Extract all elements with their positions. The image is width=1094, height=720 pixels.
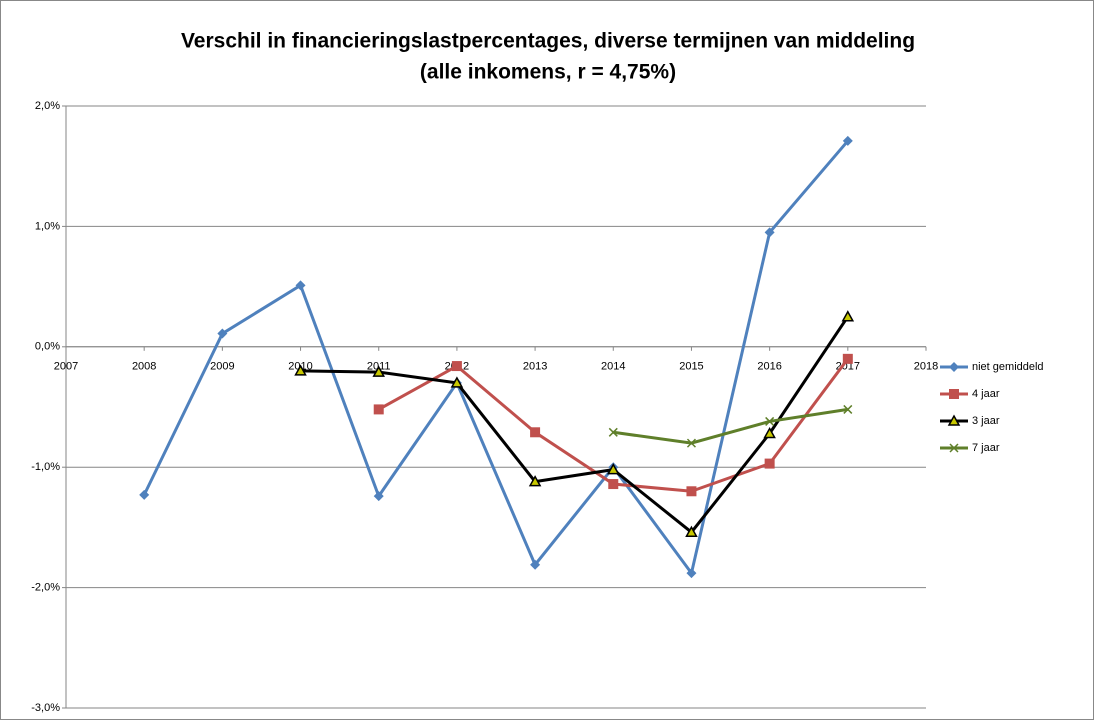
data-point — [842, 353, 853, 364]
x-tick-label: 2014 — [601, 361, 625, 373]
series-line — [300, 315, 850, 535]
y-tick-label: -1,0% — [31, 461, 60, 473]
data-point — [451, 361, 462, 372]
data-point — [763, 426, 776, 439]
data-point — [294, 364, 307, 376]
legend-label: 3 jaar — [972, 415, 1000, 427]
x-tick-label: 2013 — [523, 361, 547, 373]
x-tick-label: 2008 — [132, 361, 156, 373]
data-point — [530, 559, 541, 570]
data-point — [841, 310, 855, 322]
legend-marker — [949, 443, 959, 453]
x-tick-label: 2016 — [757, 361, 781, 373]
y-tick-label: 1,0% — [35, 220, 60, 232]
series-line — [613, 407, 849, 445]
data-point — [373, 491, 384, 502]
data-point — [608, 427, 618, 437]
data-point — [765, 416, 775, 426]
data-point — [842, 135, 853, 146]
data-point — [528, 475, 542, 487]
x-tick-label: 2017 — [836, 361, 860, 373]
legend-marker — [949, 362, 959, 372]
data-point — [217, 328, 228, 339]
x-tick-label: 2015 — [679, 361, 703, 373]
chart-title: Verschil in financieringslastpercentages… — [181, 30, 915, 53]
y-tick-label: 2,0% — [35, 100, 60, 112]
chart-subtitle: (alle inkomens, r = 4,75%) — [420, 61, 676, 84]
legend-label: niet gemiddeld — [972, 361, 1044, 373]
y-tick-label: 0,0% — [35, 341, 60, 353]
data-point — [764, 227, 775, 238]
data-point — [606, 463, 620, 475]
data-point — [608, 479, 619, 490]
x-tick-label: 2009 — [210, 361, 234, 373]
data-point — [139, 489, 150, 500]
x-tick-label: 2018 — [914, 361, 938, 373]
data-point — [450, 376, 464, 388]
series-line — [142, 139, 849, 577]
data-point — [764, 458, 775, 469]
legend-label: 7 jaar — [972, 442, 1000, 454]
data-point — [372, 365, 386, 377]
data-point — [686, 568, 697, 579]
data-point — [685, 525, 698, 537]
data-point — [686, 438, 696, 448]
data-point — [373, 404, 384, 415]
y-tick-label: -3,0% — [31, 702, 60, 714]
data-point — [530, 427, 541, 438]
data-point — [295, 280, 306, 291]
data-point — [843, 404, 853, 414]
y-tick-label: -2,0% — [31, 582, 60, 594]
legend-label: 4 jaar — [972, 388, 1000, 400]
x-tick-label: 2007 — [54, 361, 78, 373]
data-point — [686, 486, 697, 497]
legend-marker — [947, 414, 961, 426]
legend-marker — [949, 389, 959, 399]
